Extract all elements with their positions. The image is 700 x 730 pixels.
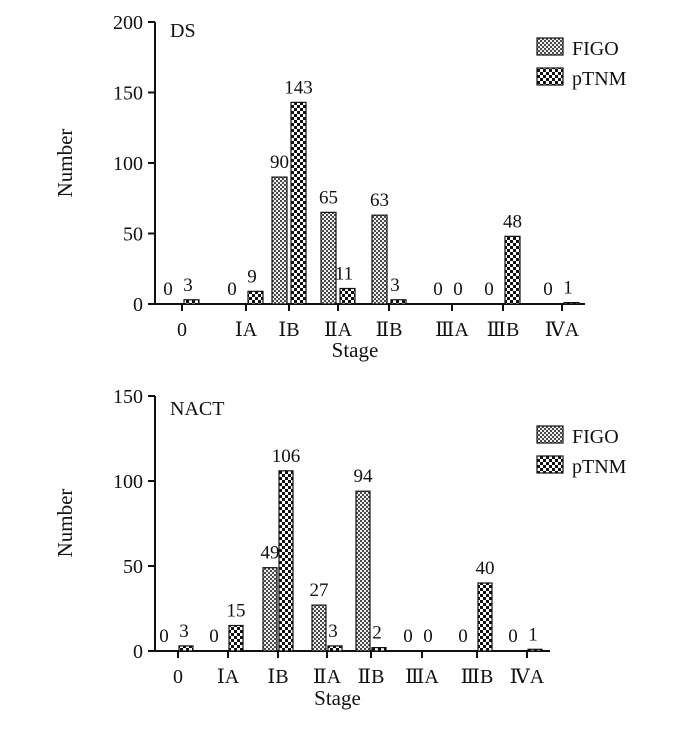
legend-label: pTNM (572, 68, 627, 90)
data-label: 0 (403, 626, 413, 647)
bar-ptnm (563, 301, 580, 305)
bar-ptnm (327, 645, 343, 652)
x-tick-label: ⅢA (435, 319, 469, 341)
y-tick-label: 150 (113, 386, 143, 408)
data-label: 2 (372, 623, 382, 644)
data-label: 3 (183, 275, 193, 296)
data-label: 9 (247, 266, 257, 287)
x-tick-label: ⅠB (267, 666, 288, 688)
data-label: 0 (209, 626, 219, 647)
data-label: 0 (227, 279, 237, 300)
y-tick-label: 0 (133, 294, 143, 316)
bar-ptnm (527, 648, 543, 652)
y-axis-title: Number (53, 129, 77, 198)
x-tick-label: ⅡA (324, 319, 353, 341)
bar-ptnm (477, 582, 493, 652)
x-tick-label: ⅢA (405, 666, 439, 688)
bar-figo (271, 176, 288, 305)
y-tick-label: 0 (133, 641, 143, 663)
x-tick-label: ⅠA (235, 319, 258, 341)
data-label: 48 (503, 211, 522, 232)
bar-figo (320, 211, 337, 305)
bar-ptnm (183, 299, 200, 305)
bar-ptnm (228, 624, 244, 652)
data-label: 0 (423, 626, 433, 647)
legend-label: FIGO (572, 426, 619, 448)
bar-ptnm (371, 646, 387, 652)
data-label: 11 (335, 263, 353, 284)
x-tick-label: ⅡB (358, 666, 385, 688)
legend-swatch-ptnm (536, 455, 564, 474)
legend-swatch-figo (536, 425, 564, 444)
data-label: 3 (390, 275, 400, 296)
bar-ptnm (290, 101, 307, 305)
y-tick-label: 100 (113, 471, 143, 493)
x-tick-label: ⅣA (545, 319, 580, 341)
y-tick-label: 50 (123, 556, 143, 578)
x-tick-label: ⅡA (313, 666, 342, 688)
data-label: 0 (433, 279, 443, 300)
bar-ptnm (178, 645, 194, 652)
bar-ptnm (504, 235, 521, 305)
data-label: 143 (284, 77, 313, 98)
panel-label: DS (170, 20, 196, 42)
legend-label: pTNM (572, 456, 627, 478)
data-label: 0 (163, 279, 173, 300)
bar-ptnm (278, 470, 294, 652)
panel-label: NACT (170, 398, 224, 420)
bar-figo (371, 214, 388, 305)
data-label: 0 (159, 626, 169, 647)
data-label: 3 (328, 621, 338, 642)
data-label: 40 (476, 558, 495, 579)
y-tick-label: 200 (113, 12, 143, 34)
data-label: 63 (370, 190, 389, 211)
data-label: 0 (453, 279, 463, 300)
y-tick-label: 100 (113, 153, 143, 175)
bar-figo (262, 567, 278, 652)
y-tick-label: 150 (113, 83, 143, 105)
x-axis-title: Stage (332, 338, 379, 362)
x-tick-label: ⅠB (278, 319, 299, 341)
bar-ptnm (247, 290, 264, 305)
data-label: 1 (528, 624, 538, 645)
data-label: 1 (563, 278, 573, 299)
data-label: 65 (319, 187, 338, 208)
legend-label: FIGO (572, 38, 619, 60)
data-label: 94 (354, 466, 374, 487)
bar-ptnm (390, 299, 407, 305)
bar-figo (355, 490, 371, 652)
data-label: 3 (179, 621, 189, 642)
data-label: 0 (508, 626, 518, 647)
data-label: 27 (310, 580, 329, 601)
y-axis-title: Number (53, 489, 77, 558)
x-tick-label: ⅣA (510, 666, 545, 688)
bar-figo (311, 604, 327, 652)
data-label: 15 (227, 601, 246, 622)
x-axis-title: Stage (314, 686, 361, 710)
x-tick-label: 0 (173, 666, 183, 688)
data-label: 0 (458, 626, 468, 647)
data-label: 0 (484, 279, 494, 300)
legend-swatch-figo (536, 37, 564, 56)
x-tick-label: 0 (177, 319, 187, 341)
y-tick-label: 50 (123, 224, 143, 246)
x-tick-label: ⅡB (376, 319, 403, 341)
data-label: 106 (272, 446, 301, 467)
x-tick-label: ⅢB (487, 319, 520, 341)
data-label: 49 (261, 543, 280, 564)
x-tick-label: ⅠA (217, 666, 240, 688)
bar-ptnm (339, 287, 356, 305)
data-label: 0 (543, 279, 553, 300)
data-label: 90 (270, 152, 289, 173)
x-tick-label: ⅢB (461, 666, 494, 688)
legend-swatch-ptnm (536, 67, 564, 86)
